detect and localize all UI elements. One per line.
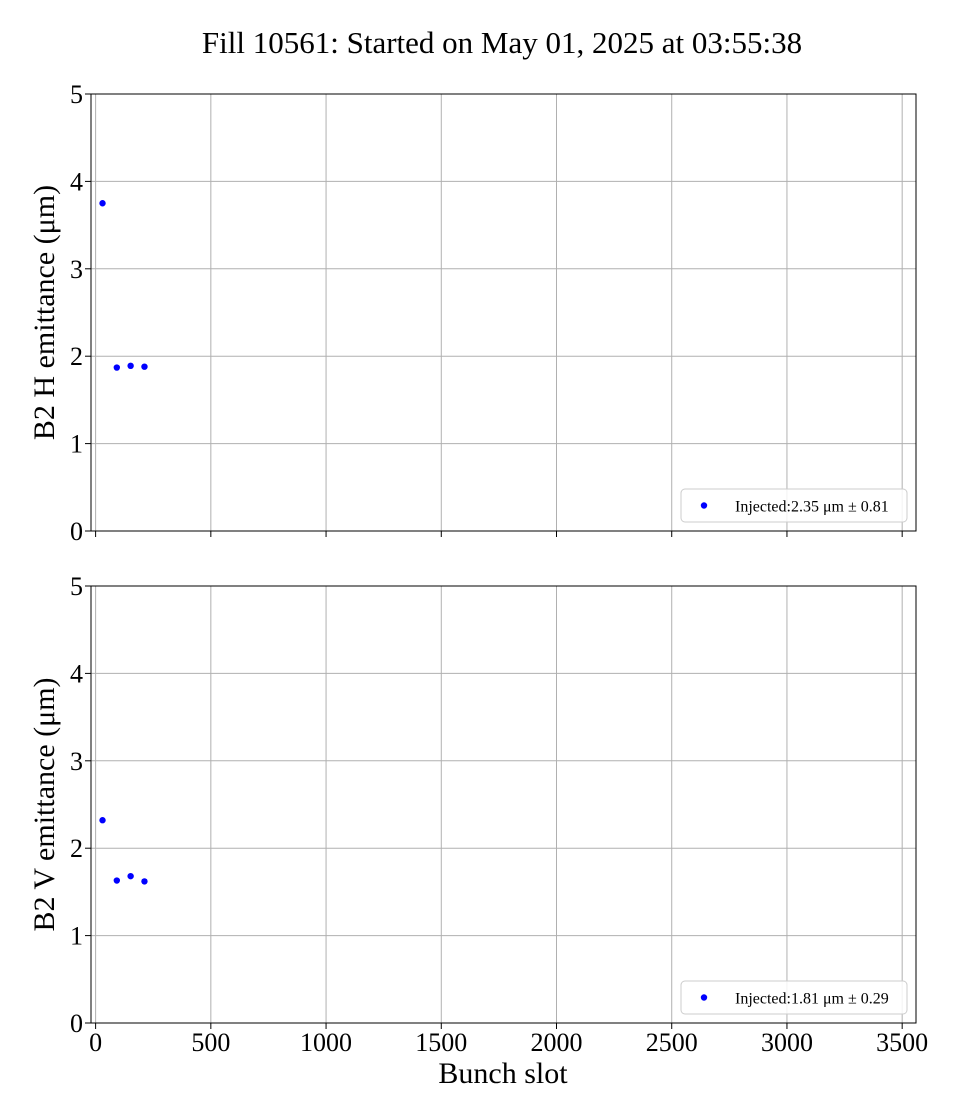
legend-marker bbox=[700, 994, 708, 1001]
y-tick-label: 4 bbox=[70, 659, 83, 688]
legend-label: Injected:2.35 μm ± 0.81 bbox=[735, 499, 889, 516]
legend-box bbox=[680, 980, 908, 1015]
plot-frame bbox=[90, 585, 917, 1024]
x-tick-label: 2500 bbox=[646, 1028, 698, 1057]
data-point bbox=[141, 878, 148, 885]
legend-label: Injected:1.81 μm ± 0.29 bbox=[735, 991, 889, 1008]
x-tick-label: 2000 bbox=[531, 1028, 583, 1057]
x-tick-label: 1000 bbox=[300, 1028, 352, 1057]
y-tick-label: 1 bbox=[70, 922, 83, 951]
y-axis-label: B2 H emittance (μm) bbox=[28, 185, 61, 440]
y-axis-label: B2 V emittance (μm) bbox=[28, 677, 61, 931]
y-tick-label: 4 bbox=[70, 167, 83, 196]
subplot-v-emittance: 0 1 2 3 4 5 0 500 1000 1500 2000 2500 3000 3500 B2 V e… bbox=[28, 572, 928, 1057]
x-tick-label: 3000 bbox=[761, 1028, 813, 1057]
y-tick-label: 2 bbox=[70, 834, 83, 863]
y-tick-label: 1 bbox=[70, 430, 83, 459]
plot-frame bbox=[90, 93, 917, 532]
y-tick-label: 5 bbox=[70, 572, 83, 601]
x-tick-label: 1500 bbox=[415, 1028, 467, 1057]
legend-marker bbox=[700, 502, 708, 509]
data-point bbox=[99, 200, 106, 207]
subplot-h-emittance: 0 1 2 3 4 5 B2 H emittance (μm) Injected:2.35 μ… bbox=[28, 80, 917, 546]
data-point bbox=[127, 362, 134, 370]
x-tick-label: 500 bbox=[191, 1028, 230, 1057]
x-tick-label: 0 bbox=[89, 1028, 102, 1057]
data-point bbox=[127, 872, 134, 880]
y-tick-label: 3 bbox=[70, 747, 83, 776]
y-tick-label: 2 bbox=[70, 342, 83, 371]
x-axis-label: Bunch slot bbox=[438, 1057, 568, 1090]
data-point bbox=[141, 363, 148, 370]
chart-title: Fill 10561: Started on May 01, 2025 at 0… bbox=[202, 25, 802, 60]
data-point bbox=[113, 364, 121, 371]
y-tick-label: 5 bbox=[70, 80, 83, 109]
data-point bbox=[99, 817, 106, 824]
legend-box bbox=[680, 488, 908, 523]
data-point bbox=[113, 877, 121, 884]
y-tick-label: 0 bbox=[70, 517, 83, 546]
y-tick-label: 0 bbox=[70, 1009, 83, 1038]
x-tick-label: 3500 bbox=[876, 1028, 928, 1057]
y-tick-label: 3 bbox=[70, 255, 83, 284]
